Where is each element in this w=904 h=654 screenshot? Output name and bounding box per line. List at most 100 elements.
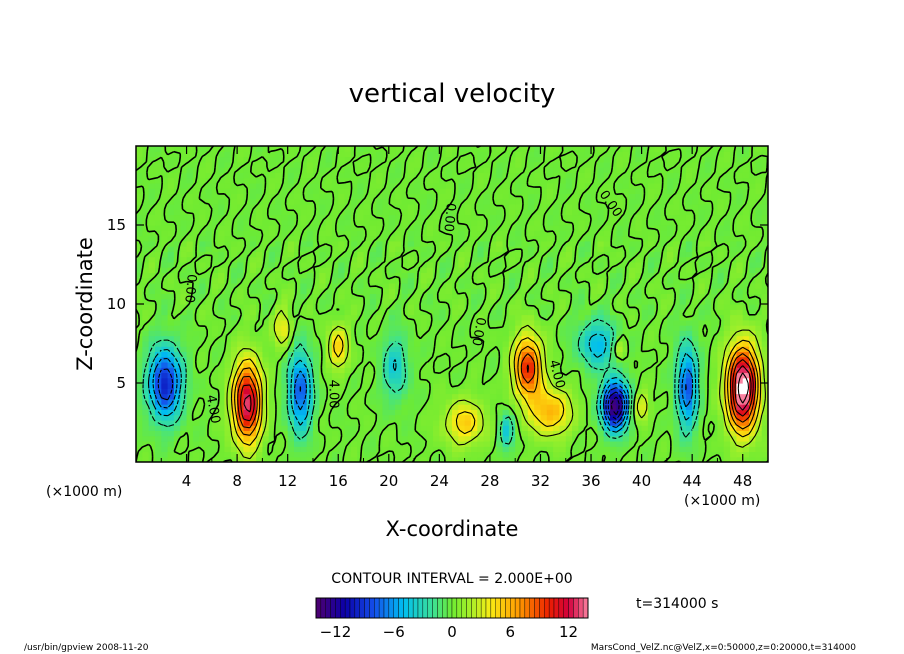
heatmap-cell (325, 272, 333, 279)
heatmap-cell (717, 440, 725, 447)
heatmap-cell (395, 351, 403, 358)
heatmap-cell (591, 383, 598, 389)
heatmap-cell (736, 314, 744, 321)
heatmap-cell (275, 203, 282, 210)
heatmap-cell (717, 383, 725, 389)
heatmap-cell (388, 235, 396, 242)
heatmap-cell (382, 367, 390, 374)
heatmap-cell (154, 309, 162, 316)
heatmap-cell (243, 430, 251, 437)
heatmap-cell (755, 414, 763, 421)
heatmap-cell (622, 282, 630, 289)
heatmap-cell (572, 267, 579, 273)
heatmap-cell (698, 419, 706, 426)
heatmap-cell (578, 214, 586, 221)
heatmap-cell (730, 446, 737, 453)
heatmap-cell (325, 330, 333, 337)
heatmap-cell (420, 419, 428, 426)
heatmap-cell (350, 282, 358, 289)
heatmap-cell (338, 346, 346, 352)
heatmap-cell (142, 203, 150, 210)
heatmap-cell (161, 225, 169, 231)
heatmap-cell (262, 388, 270, 395)
heatmap-cell (180, 314, 188, 321)
heatmap-cell (319, 251, 327, 258)
heatmap-cell (679, 414, 687, 421)
heatmap-cell (692, 304, 700, 310)
heatmap-cell (414, 335, 421, 342)
heatmap-cell (578, 309, 586, 316)
heatmap-cell (736, 293, 744, 300)
heatmap-cell (622, 219, 630, 226)
heatmap-cell (376, 346, 384, 352)
heatmap-cell (527, 351, 535, 358)
heatmap-cell (230, 288, 238, 295)
heatmap-cell (420, 203, 428, 210)
heatmap-cell (553, 314, 561, 321)
heatmap-cell (584, 219, 592, 226)
heatmap-cell (414, 203, 421, 210)
heatmap-cell (433, 430, 440, 437)
heatmap-cell (628, 203, 636, 210)
heatmap-cell (496, 261, 504, 268)
heatmap-cell (628, 451, 636, 458)
heatmap-cell (205, 409, 213, 416)
heatmap-cell (698, 330, 706, 337)
heatmap-cell (445, 203, 453, 210)
heatmap-cell (591, 282, 598, 289)
heatmap-cell (249, 319, 257, 326)
heatmap-cell (502, 414, 510, 421)
heatmap-cell (553, 351, 561, 358)
heatmap-cell (641, 230, 649, 237)
heatmap-cell (553, 451, 561, 458)
heatmap-cell (755, 351, 763, 358)
heatmap-cell (344, 282, 352, 289)
heatmap-cell (319, 209, 327, 216)
heatmap-cell (666, 388, 674, 395)
heatmap-cell (622, 309, 630, 316)
heatmap-cell (142, 335, 150, 342)
heatmap-cell (622, 246, 630, 252)
heatmap-cell (325, 425, 333, 431)
heatmap-cell (420, 319, 428, 326)
heatmap-cell (407, 309, 415, 316)
heatmap-cell (433, 288, 440, 295)
heatmap-cell (692, 340, 700, 347)
heatmap-cell (730, 282, 737, 289)
heatmap-cell (685, 298, 693, 305)
heatmap-cell (755, 219, 763, 226)
heatmap-cell (445, 230, 453, 237)
heatmap-cell (173, 335, 181, 342)
heatmap-cell (218, 430, 226, 437)
heatmap-cell (761, 404, 768, 410)
heatmap-cell (654, 330, 662, 337)
heatmap-cell (344, 225, 352, 231)
heatmap-cell (654, 377, 662, 384)
heatmap-cell (230, 409, 238, 416)
heatmap-cell (262, 214, 270, 221)
heatmap-cell (704, 319, 712, 326)
heatmap-cell (142, 272, 150, 279)
heatmap-cell (148, 319, 156, 326)
heatmap-cell (521, 240, 529, 247)
heatmap-cell (742, 293, 750, 300)
heatmap-cell (376, 330, 384, 337)
heatmap-cell (736, 398, 744, 405)
heatmap-cell (205, 203, 213, 210)
heatmap-cell (515, 272, 523, 279)
heatmap-cell (641, 356, 649, 363)
heatmap-cell (553, 346, 561, 352)
heatmap-cell (173, 393, 181, 400)
heatmap-cell (622, 214, 630, 221)
heatmap-cell (376, 404, 384, 410)
heatmap-cell (294, 335, 301, 342)
heatmap-cell (628, 246, 636, 252)
heatmap-cell (647, 409, 655, 416)
heatmap-cell (597, 293, 605, 300)
heatmap-cell (527, 235, 535, 242)
heatmap-cell (508, 203, 516, 210)
heatmap-cell (369, 261, 377, 268)
heatmap-cell (256, 282, 263, 289)
heatmap-cell (692, 435, 700, 442)
heatmap-cell (161, 367, 169, 374)
